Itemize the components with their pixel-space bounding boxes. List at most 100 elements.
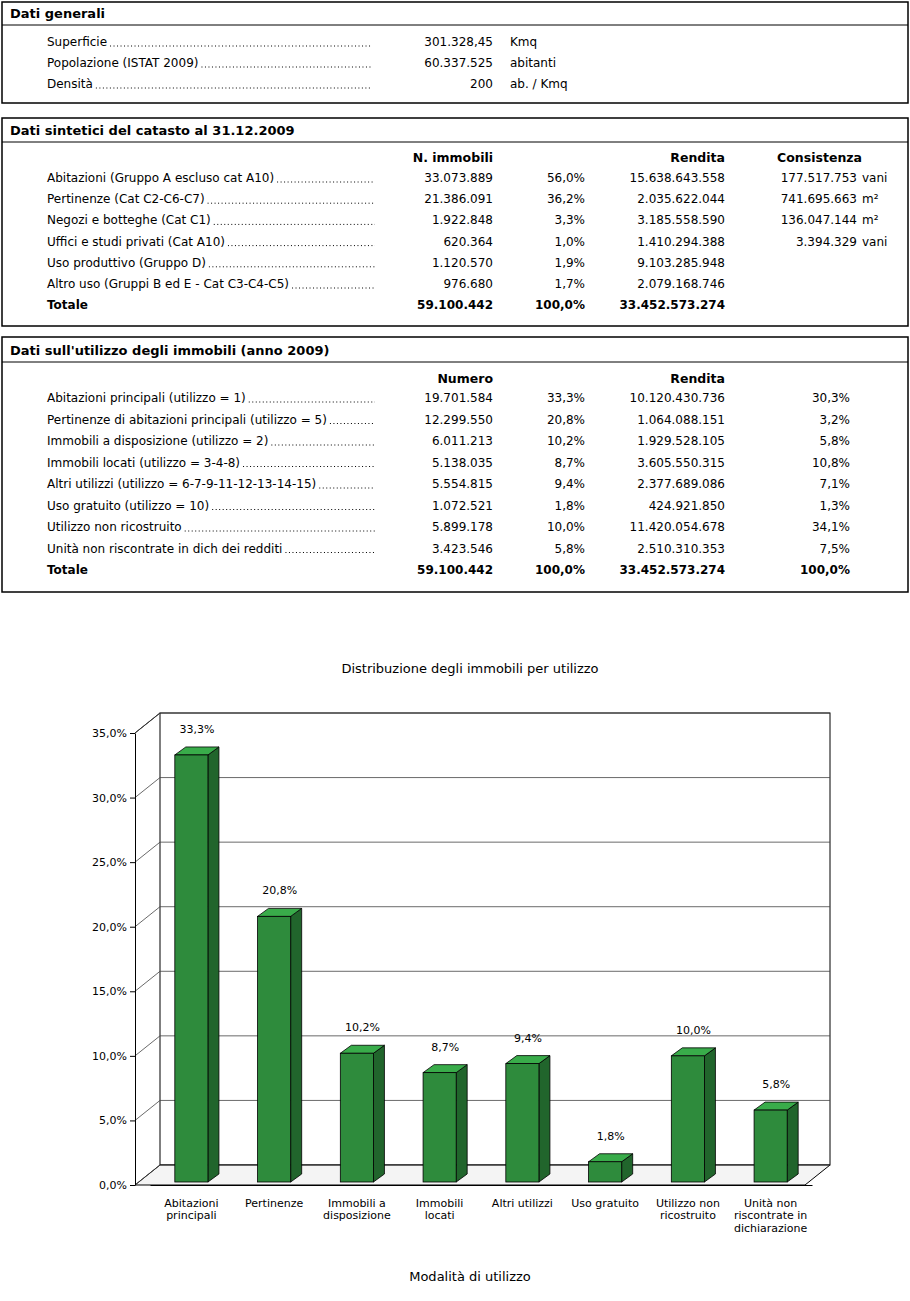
bar-group <box>671 1048 715 1182</box>
cell-unit: ab. / Kmq <box>510 77 568 91</box>
data-label: 1,8% <box>597 1130 625 1143</box>
cell-value: 59.100.442 <box>417 298 493 312</box>
box-title: Dati sull'utilizzo degli immobili (anno … <box>10 343 329 358</box>
cell-value: 9.103.285.948 <box>637 256 725 270</box>
leader-dots <box>330 423 375 424</box>
bar-side <box>539 1056 550 1182</box>
bar-group <box>175 747 219 1182</box>
grid-line <box>135 713 830 733</box>
cell-value: 1.064.088.151 <box>637 413 725 427</box>
bar-group <box>340 1045 384 1182</box>
cell-percent: 5,8% <box>820 434 851 448</box>
row-label: Immobili locati (utilizzo = 3-4-8) <box>47 456 240 470</box>
leader-dots <box>285 552 375 553</box>
x-axis: AbitazioniprincipaliPertinenzeImmobili a… <box>151 1185 813 1235</box>
data-label: 5,8% <box>762 1078 790 1091</box>
bar-top <box>423 1065 467 1073</box>
cell-percent: 33,3% <box>547 391 585 405</box>
y-axis: 0,0%5,0%10,0%15,0%20,0%25,0%30,0%35,0% <box>92 727 135 1192</box>
row-label: Pertinenze di abitazioni principali (uti… <box>47 413 327 427</box>
x-tick-label: Altri utilizzi <box>492 1197 553 1210</box>
cell-value: 1.929.528.105 <box>637 434 725 448</box>
data-label: 20,8% <box>262 884 297 897</box>
bar-top <box>754 1102 798 1110</box>
bar <box>340 1053 373 1182</box>
cell-percent: 8,7% <box>555 456 586 470</box>
bar-side <box>208 747 219 1182</box>
leader-dots <box>271 445 375 446</box>
y-tick-mark <box>130 1120 135 1121</box>
grid-line <box>135 1036 830 1056</box>
cell-unit: Kmq <box>510 35 537 49</box>
y-tick-mark <box>130 733 135 734</box>
cell-value: 5.899.178 <box>432 520 493 534</box>
cell-value: 200 <box>470 77 493 91</box>
cell-value: 2.510.310.353 <box>637 542 725 556</box>
y-tick-label: 15,0% <box>92 985 127 998</box>
y-tick-mark <box>130 991 135 992</box>
bar-top <box>506 1056 550 1064</box>
data-labels: 33,3%20,8%10,2%8,7%9,4%1,8%10,0%5,8% <box>179 723 790 1143</box>
cell-value: 3.394.329 <box>796 235 857 249</box>
page: Dati generaliSuperficie301.328,45KmqPopo… <box>0 0 910 1301</box>
cell-percent: 7,1% <box>820 477 851 491</box>
leader-dots <box>249 402 375 403</box>
row-label: Negozi e botteghe (Cat C1) <box>47 213 211 227</box>
bar <box>589 1162 622 1182</box>
y-axis-line <box>135 734 136 1186</box>
cell-unit: m² <box>862 213 879 227</box>
cell-percent: 100,0% <box>535 563 585 577</box>
box-title: Dati generali <box>10 6 105 21</box>
grid <box>135 713 830 1185</box>
row-label: Unità non riscontrate in dich dei reddit… <box>47 542 282 556</box>
box-separator <box>2 25 908 26</box>
cell-percent: 56,0% <box>547 171 585 185</box>
bar-group <box>258 908 302 1182</box>
cell-percent: 20,8% <box>547 413 585 427</box>
cell-value: 1.410.294.388 <box>637 235 725 249</box>
cell-percent: 10,0% <box>547 520 585 534</box>
row-label: Abitazioni (Gruppo A escluso cat A10) <box>47 171 274 185</box>
bar <box>754 1110 787 1182</box>
cell-value: 1.120.570 <box>432 256 493 270</box>
leader-dots <box>228 245 375 246</box>
cell-value: 3.605.550.315 <box>637 456 725 470</box>
bar-side <box>456 1065 467 1182</box>
row-label: Densità <box>47 77 93 91</box>
x-tick-label: Uso gratuito <box>571 1197 639 1210</box>
row-label: Popolazione (ISTAT 2009) <box>47 56 198 70</box>
row-label: Altri utilizzi (utilizzo = 6-7-9-11-12-1… <box>47 477 316 491</box>
cell-percent: 100,0% <box>800 563 850 577</box>
y-tick-mark <box>130 1056 135 1057</box>
cell-value: 136.047.144 <box>781 213 857 227</box>
chart-title: Distribuzione degli immobili per utilizz… <box>341 661 598 676</box>
cell-value: 3.423.546 <box>432 542 493 556</box>
row-label: Uso produttivo (Gruppo D) <box>47 256 206 270</box>
floor <box>135 1165 830 1185</box>
leader-dots <box>201 67 372 68</box>
leader-dots <box>212 509 375 510</box>
cell-value: 12.299.550 <box>424 413 493 427</box>
row-label: Utilizzo non ricostruito <box>47 520 182 534</box>
cell-value: 5.554.815 <box>432 477 493 491</box>
x-tick: Uso gratuito <box>571 1185 639 1210</box>
cell-percent: 7,5% <box>820 542 851 556</box>
cell-value: 2.377.689.086 <box>637 477 725 491</box>
x-tick: Pertinenze <box>245 1185 303 1210</box>
y-tick-label: 20,0% <box>92 921 127 934</box>
y-tick: 0,0% <box>99 1179 135 1192</box>
grid-line <box>135 1100 830 1120</box>
y-tick: 20,0% <box>92 921 135 934</box>
leader-dots <box>319 488 375 489</box>
cell-value: 10.120.430.736 <box>630 391 725 405</box>
cell-percent: 30,3% <box>812 391 850 405</box>
box-separator <box>2 142 908 143</box>
bar-group <box>423 1065 467 1182</box>
cell-value: 976.680 <box>443 277 493 291</box>
y-tick: 10,0% <box>92 1050 135 1063</box>
x-tick: Altri utilizzi <box>492 1185 553 1210</box>
leader-dots <box>96 88 372 89</box>
y-tick: 15,0% <box>92 985 135 998</box>
box <box>2 118 908 326</box>
x-tick: Utilizzo nonricostruito <box>656 1185 720 1222</box>
